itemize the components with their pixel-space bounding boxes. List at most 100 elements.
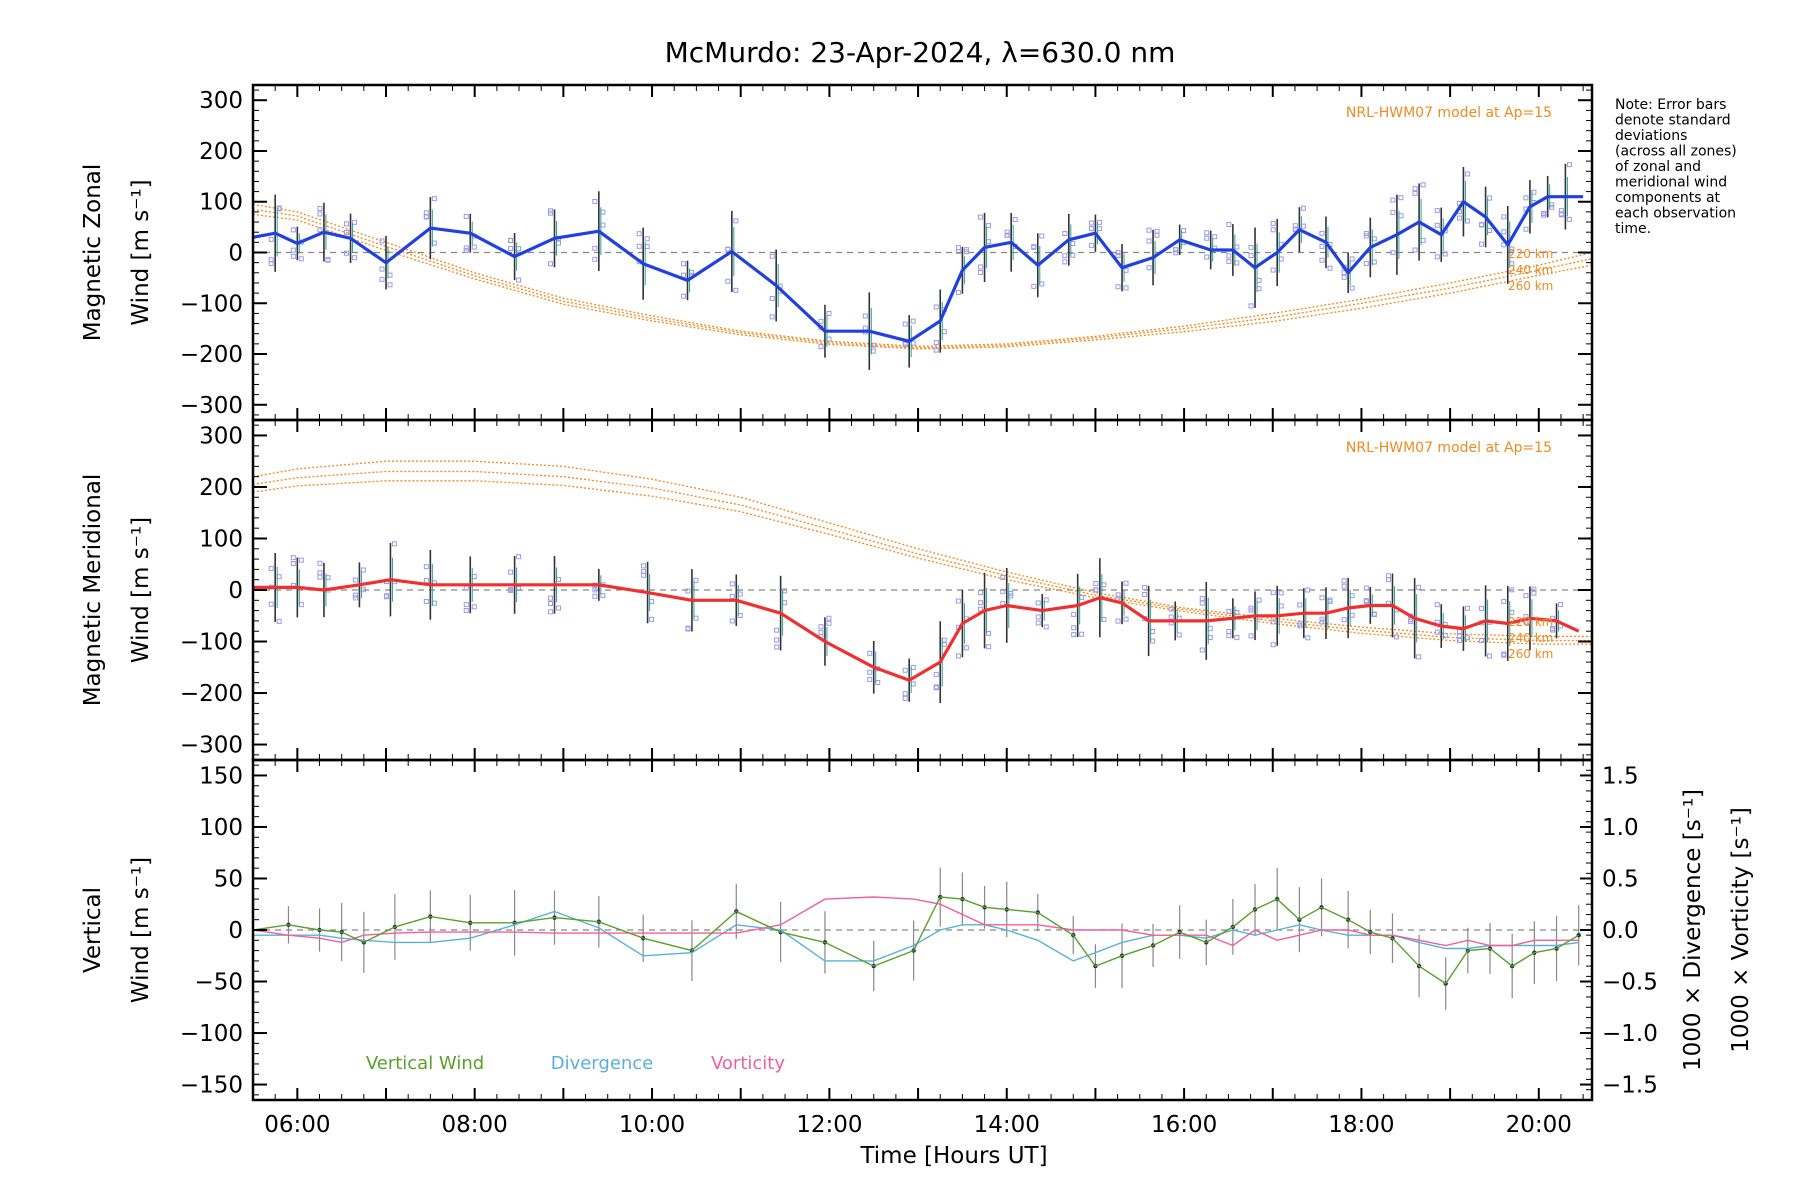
zone-point bbox=[1434, 222, 1440, 228]
zone-point bbox=[1168, 614, 1174, 620]
zone-point bbox=[1531, 590, 1537, 596]
zone-point bbox=[387, 272, 393, 278]
zone-point bbox=[725, 246, 731, 252]
zone-point bbox=[471, 604, 477, 610]
y-tick-label: 0 bbox=[228, 918, 243, 944]
y2-axis-title-divergence: 1000 × Divergence [s⁻¹] bbox=[1680, 789, 1706, 1071]
zone-point bbox=[1509, 609, 1515, 615]
zone-point bbox=[463, 602, 469, 608]
y-tick-label: −300 bbox=[180, 733, 243, 759]
zone-point bbox=[1305, 635, 1311, 641]
zone-point bbox=[1270, 267, 1276, 273]
zone-point bbox=[818, 624, 824, 630]
zone-point bbox=[1300, 205, 1306, 211]
zone-point bbox=[1319, 243, 1325, 249]
zone-point bbox=[1363, 260, 1369, 266]
zone-point bbox=[1004, 229, 1010, 235]
zone-point bbox=[1226, 608, 1232, 614]
zone-point bbox=[592, 199, 598, 205]
y-axis-title-line1: Magnetic Zonal bbox=[80, 164, 106, 342]
zone-point bbox=[1226, 253, 1232, 259]
zone-point bbox=[1204, 230, 1210, 236]
y2-tick-label: 1.5 bbox=[1602, 763, 1639, 789]
zone-point bbox=[955, 653, 961, 659]
zone-point bbox=[1464, 171, 1470, 177]
zone-point bbox=[1420, 182, 1426, 188]
zone-point bbox=[685, 626, 691, 632]
zone-point bbox=[1319, 595, 1325, 601]
zone-point bbox=[298, 602, 304, 608]
note-line: each observation bbox=[1615, 206, 1736, 222]
zone-point bbox=[1420, 237, 1426, 243]
zone-point bbox=[317, 560, 323, 566]
zone-point bbox=[317, 227, 323, 233]
zone-point bbox=[516, 554, 522, 560]
zone-point bbox=[463, 247, 469, 253]
zone-point bbox=[1300, 223, 1306, 229]
y2-tick-label: 0.5 bbox=[1602, 866, 1639, 892]
zone-point bbox=[933, 672, 939, 678]
zone-point bbox=[1043, 624, 1049, 630]
zone-point bbox=[1062, 230, 1068, 236]
zone-point bbox=[1487, 195, 1493, 201]
zone-point bbox=[774, 644, 780, 650]
y-tick-label: 300 bbox=[199, 423, 243, 449]
altitude-label: 260 km bbox=[1508, 279, 1553, 293]
zone-point bbox=[1479, 241, 1485, 247]
zone-point bbox=[1349, 285, 1355, 291]
zone-point bbox=[681, 272, 687, 278]
zone-point bbox=[685, 588, 691, 594]
zone-point bbox=[1390, 250, 1396, 256]
zone-point bbox=[1234, 635, 1240, 641]
zone-point bbox=[600, 209, 606, 215]
zone-point bbox=[1079, 631, 1085, 637]
zone-point bbox=[733, 287, 739, 293]
zone-point bbox=[769, 314, 775, 320]
zone-point bbox=[1501, 214, 1507, 220]
y-tick-label: −100 bbox=[180, 291, 243, 317]
y-axis-title-line2: Wind [m s⁻¹] bbox=[128, 517, 154, 663]
zone-point bbox=[383, 594, 389, 600]
zone-point bbox=[769, 295, 775, 301]
zone-point bbox=[1062, 253, 1068, 259]
zone-point bbox=[463, 585, 469, 591]
zone-point bbox=[516, 246, 522, 252]
zone-point bbox=[933, 347, 939, 353]
zone-point bbox=[1523, 593, 1529, 599]
zone-point bbox=[344, 250, 350, 256]
zone-point bbox=[344, 221, 350, 227]
zone-point bbox=[955, 598, 961, 604]
zone-point bbox=[290, 561, 296, 567]
zone-point bbox=[1341, 583, 1347, 589]
plot-area bbox=[253, 460, 1592, 704]
zone-point bbox=[391, 541, 397, 547]
zone-point bbox=[592, 245, 598, 251]
plot-area bbox=[253, 867, 1592, 1010]
zone-point bbox=[1234, 260, 1240, 266]
zone-point bbox=[317, 574, 323, 580]
meridional-wind-panel: NRL-HWM07 model at Ap=15 220 km 240 km 260 … bbox=[80, 418, 1594, 762]
y2-tick-label: −0.5 bbox=[1602, 970, 1658, 996]
zone-point bbox=[600, 222, 606, 228]
zone-point bbox=[1256, 277, 1262, 283]
zone-point bbox=[1349, 612, 1355, 618]
zone-point bbox=[1256, 597, 1262, 603]
zone-point bbox=[1393, 634, 1399, 640]
zone-point bbox=[1071, 611, 1077, 617]
zone-point bbox=[268, 261, 274, 267]
zone-point bbox=[1096, 226, 1102, 232]
zone-point bbox=[1226, 633, 1232, 639]
zone-point bbox=[1319, 619, 1325, 625]
zone-point bbox=[1199, 647, 1205, 653]
legend-vertical-wind: Vertical Wind bbox=[366, 1053, 484, 1074]
zone-point bbox=[1004, 232, 1010, 238]
vertical-wind-line bbox=[253, 896, 1580, 985]
zone-point bbox=[1501, 652, 1507, 658]
zone-point bbox=[1479, 605, 1485, 611]
zone-point bbox=[1487, 653, 1493, 659]
zone-point bbox=[1234, 244, 1240, 250]
zone-point bbox=[729, 581, 735, 587]
y-tick-label: 150 bbox=[199, 763, 243, 789]
y-tick-label: 200 bbox=[199, 139, 243, 165]
